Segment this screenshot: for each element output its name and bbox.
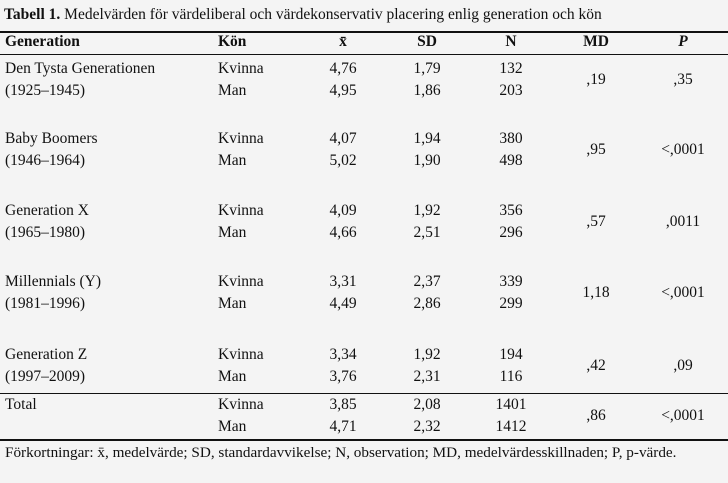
- md-cell: ,95: [586, 141, 606, 158]
- sd-cell: 2,32: [413, 418, 441, 435]
- n-cell: 296: [499, 224, 523, 241]
- md-cell: 1,18: [582, 284, 610, 301]
- sd-cell: 1,94: [413, 130, 441, 147]
- header-mean: x̄: [339, 33, 347, 50]
- p-cell: <,0001: [661, 407, 705, 424]
- sd-cell: 1,90: [413, 152, 441, 169]
- n-cell: 203: [499, 82, 523, 99]
- generation-years: (1965–1980): [5, 224, 86, 241]
- generation-years: (1981–1996): [5, 295, 86, 312]
- kon-cell: Man: [218, 152, 247, 169]
- n-cell: 116: [499, 368, 523, 385]
- kon-cell: Kvinna: [218, 130, 264, 147]
- n-cell: 132: [499, 60, 523, 77]
- table-caption: Tabell 1. Medelvärden för värdeliberal o…: [4, 6, 602, 24]
- n-cell: 194: [499, 346, 523, 363]
- mean-cell: 3,31: [329, 273, 357, 290]
- md-cell: ,86: [586, 407, 606, 424]
- header-kon: Kön: [218, 33, 247, 50]
- kon-cell: Man: [218, 82, 247, 99]
- sd-cell: 2,51: [413, 224, 441, 241]
- bottom-rule: [0, 439, 728, 441]
- header-rule: [0, 54, 728, 55]
- kon-cell: Man: [218, 418, 247, 435]
- sd-cell: 1,86: [413, 82, 441, 99]
- header-p: P: [678, 33, 688, 50]
- sd-cell: 2,31: [413, 368, 441, 385]
- p-cell: ,09: [673, 357, 693, 374]
- n-cell: 356: [499, 202, 523, 219]
- mean-cell: 4,07: [329, 130, 357, 147]
- generation-years: (1946–1964): [5, 152, 86, 169]
- generation-name: Den Tysta Generationen: [5, 60, 156, 77]
- header-n: N: [505, 33, 517, 50]
- p-cell: <,0001: [661, 284, 705, 301]
- generation-name: Generation X: [5, 202, 89, 219]
- sd-cell: 2,08: [413, 396, 441, 413]
- n-cell: 498: [499, 152, 523, 169]
- sd-cell: 1,92: [413, 346, 441, 363]
- n-cell: 339: [499, 273, 523, 290]
- md-cell: ,57: [586, 213, 606, 230]
- generation-name: Total: [5, 396, 37, 413]
- generation-name: Millennials (Y): [5, 273, 101, 290]
- kon-cell: Kvinna: [218, 346, 264, 363]
- table-footnote: Förkortningar: x̄, medelvärde; SD, stand…: [5, 444, 677, 461]
- mean-cell: 4,71: [329, 418, 357, 435]
- header-md: MD: [583, 33, 609, 50]
- kon-cell: Kvinna: [218, 202, 264, 219]
- n-cell: 380: [499, 130, 523, 147]
- mean-cell: 3,85: [329, 396, 357, 413]
- n-cell: 1412: [495, 418, 527, 435]
- kon-cell: Kvinna: [218, 396, 264, 413]
- md-cell: ,42: [586, 357, 606, 374]
- mean-cell: 3,34: [329, 346, 357, 363]
- sd-cell: 2,86: [413, 295, 441, 312]
- caption-text: Medelvärden för värdeliberal och värdeko…: [60, 6, 602, 23]
- mean-cell: 4,95: [329, 82, 357, 99]
- kon-cell: Man: [218, 295, 247, 312]
- sd-cell: 1,92: [413, 202, 441, 219]
- top-rule: [0, 31, 728, 33]
- sd-cell: 2,37: [413, 273, 441, 290]
- mean-cell: 5,02: [329, 152, 357, 169]
- n-cell: 299: [499, 295, 523, 312]
- caption-label: Tabell 1.: [4, 6, 61, 23]
- md-cell: ,19: [586, 71, 606, 88]
- generation-years: (1997–2009): [5, 368, 86, 385]
- p-cell: ,0011: [665, 213, 701, 230]
- header-generation: Generation: [5, 33, 80, 50]
- mean-cell: 4,49: [329, 295, 357, 312]
- n-cell: 1401: [495, 396, 527, 413]
- mean-cell: 3,76: [329, 368, 357, 385]
- kon-cell: Kvinna: [218, 273, 264, 290]
- p-cell: ,35: [673, 71, 693, 88]
- header-sd: SD: [417, 33, 437, 50]
- kon-cell: Kvinna: [218, 60, 264, 77]
- mean-cell: 4,66: [329, 224, 357, 241]
- p-cell: <,0001: [661, 141, 705, 158]
- mean-cell: 4,09: [329, 202, 357, 219]
- mean-cell: 4,76: [329, 60, 357, 77]
- generation-years: (1925–1945): [5, 82, 86, 99]
- total-rule: [0, 393, 728, 394]
- kon-cell: Man: [218, 224, 247, 241]
- kon-cell: Man: [218, 368, 247, 385]
- sd-cell: 1,79: [413, 60, 441, 77]
- generation-name: Generation Z: [5, 346, 88, 363]
- generation-name: Baby Boomers: [5, 130, 98, 147]
